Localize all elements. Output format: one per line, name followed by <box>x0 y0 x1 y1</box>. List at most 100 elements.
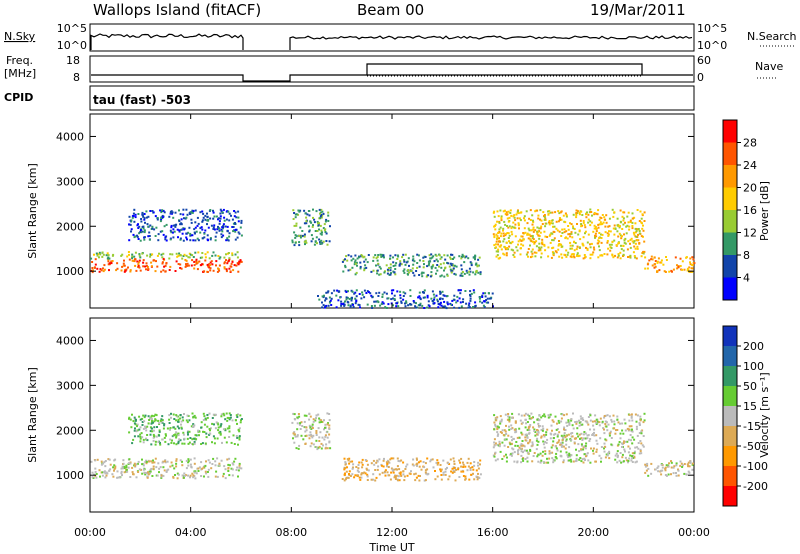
scatter-cell <box>361 472 364 475</box>
scatter-cell <box>521 440 524 442</box>
scatter-cell <box>422 266 425 269</box>
scatter-cell <box>344 463 347 466</box>
scatter-cell <box>304 212 307 215</box>
scatter-cell <box>566 237 569 240</box>
scatter-cell <box>642 421 645 424</box>
scatter-cell <box>324 231 327 233</box>
scatter-cell <box>304 239 307 242</box>
scatter-cell <box>591 420 594 423</box>
scatter-cell <box>606 232 609 235</box>
scatter-cell <box>586 241 589 244</box>
scatter-cell <box>238 435 241 438</box>
scatter-cell <box>138 415 141 418</box>
scatter-cell <box>638 423 641 426</box>
scatter-cell <box>160 421 163 424</box>
scatter-cell <box>462 463 465 466</box>
scatter-cell <box>418 479 421 482</box>
scatter-cell <box>92 269 94 272</box>
scatter-cell <box>509 443 512 446</box>
scatter-cell <box>443 275 446 278</box>
scatter-cell <box>504 234 507 237</box>
scatter-cell <box>394 264 397 267</box>
scatter-cell <box>543 218 546 221</box>
scatter-cell <box>606 241 609 244</box>
scatter-cell <box>217 268 220 271</box>
scatter-cell <box>605 453 608 456</box>
scatter-cell <box>628 419 631 422</box>
scatter-cell <box>217 217 220 220</box>
scatter-cell <box>465 302 468 305</box>
scatter-cell <box>462 298 465 301</box>
scatter-cell <box>524 426 527 429</box>
scatter-cell <box>194 226 197 229</box>
scatter-cell <box>196 216 199 219</box>
scatter-cell <box>595 460 597 463</box>
scatter-cell <box>612 215 615 218</box>
scatter-cell <box>297 447 300 450</box>
scatter-cell <box>219 424 222 427</box>
scatter-cell <box>513 216 516 219</box>
scatter-cell <box>482 304 485 307</box>
scatter-cell <box>197 467 200 470</box>
scatter-cell <box>503 209 506 212</box>
scatter-cell <box>683 268 686 271</box>
scatter-cell <box>320 214 323 216</box>
scatter-cell <box>672 466 675 469</box>
scatter-cell <box>600 233 602 236</box>
scatter-cell <box>442 305 445 308</box>
scatter-cell <box>619 225 621 228</box>
scatter-cell <box>175 436 178 439</box>
scatter-cell <box>343 473 346 476</box>
scatter-cell <box>392 297 394 300</box>
scatter-cell <box>604 456 607 459</box>
scatter-cell <box>541 243 544 246</box>
scatter-cell <box>206 414 209 416</box>
scatter-cell <box>670 461 673 464</box>
scatter-cell <box>608 415 611 418</box>
scatter-cell <box>237 443 239 446</box>
scatter-cell <box>501 441 504 444</box>
scatter-cell <box>310 442 313 445</box>
scatter-cell <box>328 433 331 436</box>
scatter-cell <box>521 421 524 424</box>
scatter-cell <box>210 260 213 263</box>
scatter-cell <box>518 427 521 430</box>
scatter-cell <box>527 413 530 416</box>
scatter-cell <box>571 432 574 434</box>
scatter-cell <box>687 461 690 464</box>
scatter-cell <box>158 471 160 474</box>
scatter-cell <box>370 478 373 481</box>
scatter-cell <box>584 459 586 461</box>
scatter-cell <box>633 438 636 441</box>
scatter-cell <box>440 478 443 481</box>
scatter-cell <box>223 267 226 270</box>
scatter-cell <box>104 472 107 475</box>
scatter-cell <box>327 422 329 425</box>
scatter-cell <box>568 423 571 426</box>
scatter-cell <box>133 255 136 258</box>
scatter-cell <box>631 212 634 215</box>
scatter-cell <box>215 264 217 267</box>
scatter-cell <box>385 461 388 464</box>
scatter-cell <box>130 426 133 429</box>
scatter-cell <box>212 211 215 214</box>
nsky-label: N.Sky <box>4 30 36 43</box>
scatter-cell <box>384 470 386 473</box>
scatter-cell <box>218 269 221 272</box>
scatter-cell <box>162 474 165 477</box>
scatter-cell <box>554 211 557 214</box>
scatter-cell <box>493 414 496 417</box>
scatter-cell <box>478 297 481 300</box>
scatter-cell <box>603 450 606 453</box>
scatter-cell <box>149 433 152 436</box>
scatter-cell <box>631 240 634 243</box>
cpid-strip: CPID tau (fast) -503 <box>4 85 695 111</box>
scatter-cell <box>628 413 631 416</box>
scatter-cell <box>240 234 243 237</box>
scatter-cell <box>174 224 177 226</box>
scatter-cell <box>427 274 430 277</box>
scatter-cell <box>415 476 418 479</box>
scatter-cell <box>549 241 552 244</box>
scatter-cell <box>479 271 482 274</box>
scatter-cell <box>496 210 499 213</box>
